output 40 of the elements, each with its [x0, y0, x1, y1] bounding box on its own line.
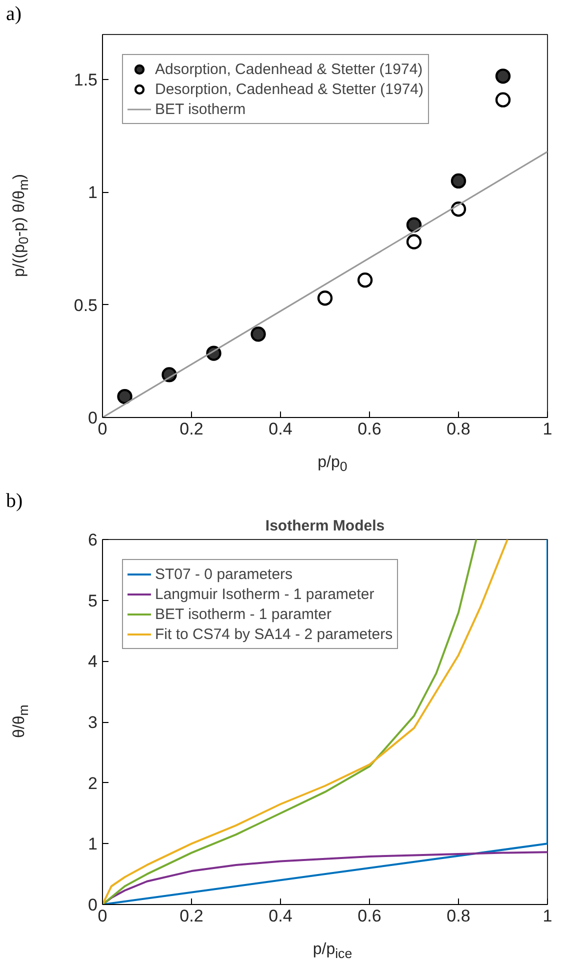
text: b) — [6, 489, 23, 514]
point — [406, 234, 422, 250]
legend-label: ST07 - 0 parameters — [155, 565, 293, 583]
point — [317, 290, 333, 306]
point — [357, 272, 373, 288]
x-tick-label: 1 — [542, 906, 552, 926]
y-tick-label: 0.5 — [74, 296, 98, 315]
y-tick-label: 5 — [88, 591, 98, 610]
x-tick-label: 0.2 — [180, 906, 204, 926]
y-tick-label: 6 — [88, 530, 98, 550]
legend-label: BET isotherm - 1 paramter — [155, 605, 332, 623]
x-tick-label: 0.2 — [180, 420, 204, 438]
x-tick-label: 0.6 — [358, 906, 382, 926]
y-tick-label: 2 — [88, 774, 98, 793]
x-tick-label: 0.8 — [446, 420, 470, 438]
point — [406, 217, 422, 232]
legend-label: Desorption, Cadenhead & Stetter (1974) — [155, 80, 424, 98]
y-tick-label: 3 — [88, 713, 98, 732]
x-tick-label: 0.8 — [446, 906, 470, 926]
text: a) — [6, 2, 22, 27]
x-axis-title: p/p$_{0}$ — [318, 453, 348, 476]
point — [250, 326, 266, 342]
legend-label: BET isotherm — [155, 100, 246, 118]
legend-label: Langmuir Isotherm - 1 parameter — [155, 585, 374, 603]
y-tick-label: 1 — [88, 834, 98, 854]
point — [117, 388, 132, 404]
point — [495, 92, 511, 108]
y-tick-label: 1 — [88, 183, 98, 202]
point — [450, 173, 466, 189]
chart-title: Isotherm Models — [265, 518, 385, 534]
y-tick-label: 4 — [88, 652, 98, 672]
x-tick-label: 0.6 — [358, 420, 382, 438]
point — [495, 68, 511, 84]
x-tick-label: 0.4 — [268, 420, 292, 438]
x-tick-label: 1 — [542, 420, 552, 438]
x-axis-title: p/p$_{ice}$ — [312, 940, 352, 964]
y-tick-label: 1.5 — [74, 70, 98, 90]
x-tick-label: 0.4 — [268, 906, 292, 926]
legend-label: Adsorption, Cadenhead & Stetter (1974) — [155, 60, 423, 78]
legend-label: Fit to CS74 by SA14 - 2 parameters — [155, 625, 393, 643]
